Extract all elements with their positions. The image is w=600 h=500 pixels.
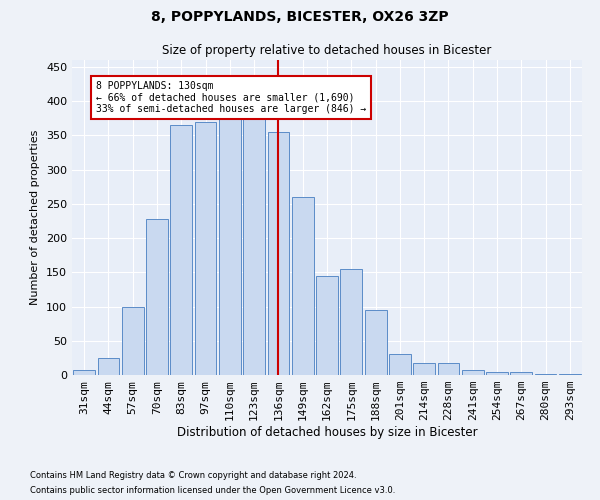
- Bar: [437, 362, 460, 375]
- Y-axis label: Number of detached properties: Number of detached properties: [31, 130, 40, 305]
- Bar: [122, 306, 143, 375]
- Bar: [486, 372, 508, 375]
- Bar: [340, 269, 362, 375]
- Bar: [365, 310, 386, 375]
- Bar: [462, 370, 484, 375]
- Bar: [268, 132, 289, 375]
- Bar: [389, 354, 411, 375]
- Bar: [559, 374, 581, 375]
- Text: Contains public sector information licensed under the Open Government Licence v3: Contains public sector information licen…: [30, 486, 395, 495]
- Bar: [316, 276, 338, 375]
- Bar: [73, 370, 95, 375]
- Bar: [170, 125, 192, 375]
- Text: 8, POPPYLANDS, BICESTER, OX26 3ZP: 8, POPPYLANDS, BICESTER, OX26 3ZP: [151, 10, 449, 24]
- Bar: [535, 374, 556, 375]
- Bar: [194, 122, 217, 375]
- Bar: [97, 358, 119, 375]
- Bar: [219, 118, 241, 375]
- Text: Contains HM Land Registry data © Crown copyright and database right 2024.: Contains HM Land Registry data © Crown c…: [30, 471, 356, 480]
- Title: Size of property relative to detached houses in Bicester: Size of property relative to detached ho…: [163, 44, 491, 58]
- Bar: [146, 219, 168, 375]
- Bar: [511, 372, 532, 375]
- Bar: [413, 362, 435, 375]
- Bar: [292, 197, 314, 375]
- Bar: [243, 118, 265, 375]
- X-axis label: Distribution of detached houses by size in Bicester: Distribution of detached houses by size …: [176, 426, 478, 439]
- Text: 8 POPPYLANDS: 130sqm
← 66% of detached houses are smaller (1,690)
33% of semi-de: 8 POPPYLANDS: 130sqm ← 66% of detached h…: [96, 80, 367, 114]
